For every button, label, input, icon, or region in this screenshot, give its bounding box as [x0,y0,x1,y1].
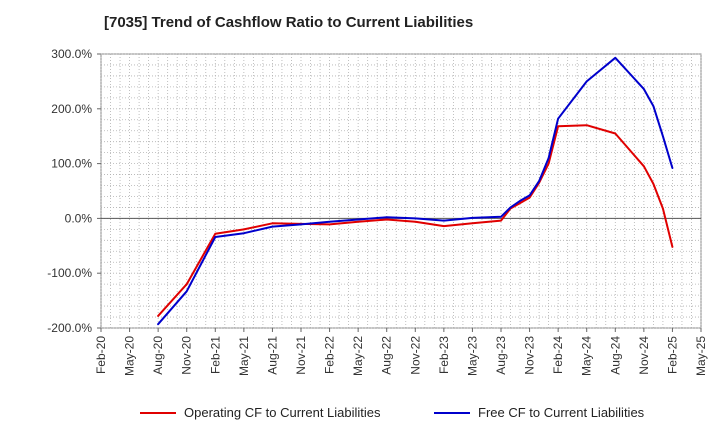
x-tick-label: Nov-23 [523,336,537,375]
x-tick-label: Feb-22 [323,336,337,374]
x-tick-label: May-25 [694,336,708,376]
y-tick-label: 0.0% [65,211,93,225]
x-tick-label: Feb-21 [208,336,222,374]
series-line-operating-cf [157,124,674,317]
x-tick-label: May-23 [465,336,479,376]
x-tick-label: Nov-21 [294,336,308,375]
x-tick-label: Nov-20 [180,336,194,375]
x-tick-label: Feb-25 [665,336,679,374]
series-line-free-cf [157,56,674,326]
legend-item-free-cf: Free CF to Current Liabilities [434,405,644,420]
legend-label-operating-cf: Operating CF to Current Liabilities [184,405,381,420]
y-tick-label: -100.0% [47,266,92,280]
x-tick-label: May-24 [580,336,594,376]
legend-label-free-cf: Free CF to Current Liabilities [478,405,645,420]
x-tick-label: Aug-24 [608,336,622,375]
x-tick-label: Feb-24 [551,336,565,374]
legend-swatch-free-cf [434,411,470,414]
legend-item-operating-cf: Operating CF to Current Liabilities [140,405,381,420]
plot-area [100,53,702,329]
y-tick-label: 200.0% [51,102,92,116]
x-tick-label: Aug-23 [494,336,508,375]
x-tick-label: Aug-20 [151,336,165,375]
x-tick-label: Nov-22 [408,336,422,375]
x-tick-label: Feb-20 [94,336,108,374]
x-tick-label: May-20 [123,336,137,376]
x-tick-label: Aug-22 [380,336,394,375]
legend-swatch-operating-cf [140,411,176,414]
y-tick-label: 100.0% [51,157,92,171]
x-tick-label: Aug-21 [265,336,279,375]
x-tick-label: May-22 [351,336,365,376]
x-tick-label: May-21 [237,336,251,376]
chart-title: [7035] Trend of Cashflow Ratio to Curren… [104,14,474,31]
y-tick-label: -200.0% [47,321,92,335]
y-tick-label: 300.0% [51,47,92,61]
x-tick-label: Feb-23 [437,336,451,374]
x-tick-label: Nov-24 [637,336,651,375]
